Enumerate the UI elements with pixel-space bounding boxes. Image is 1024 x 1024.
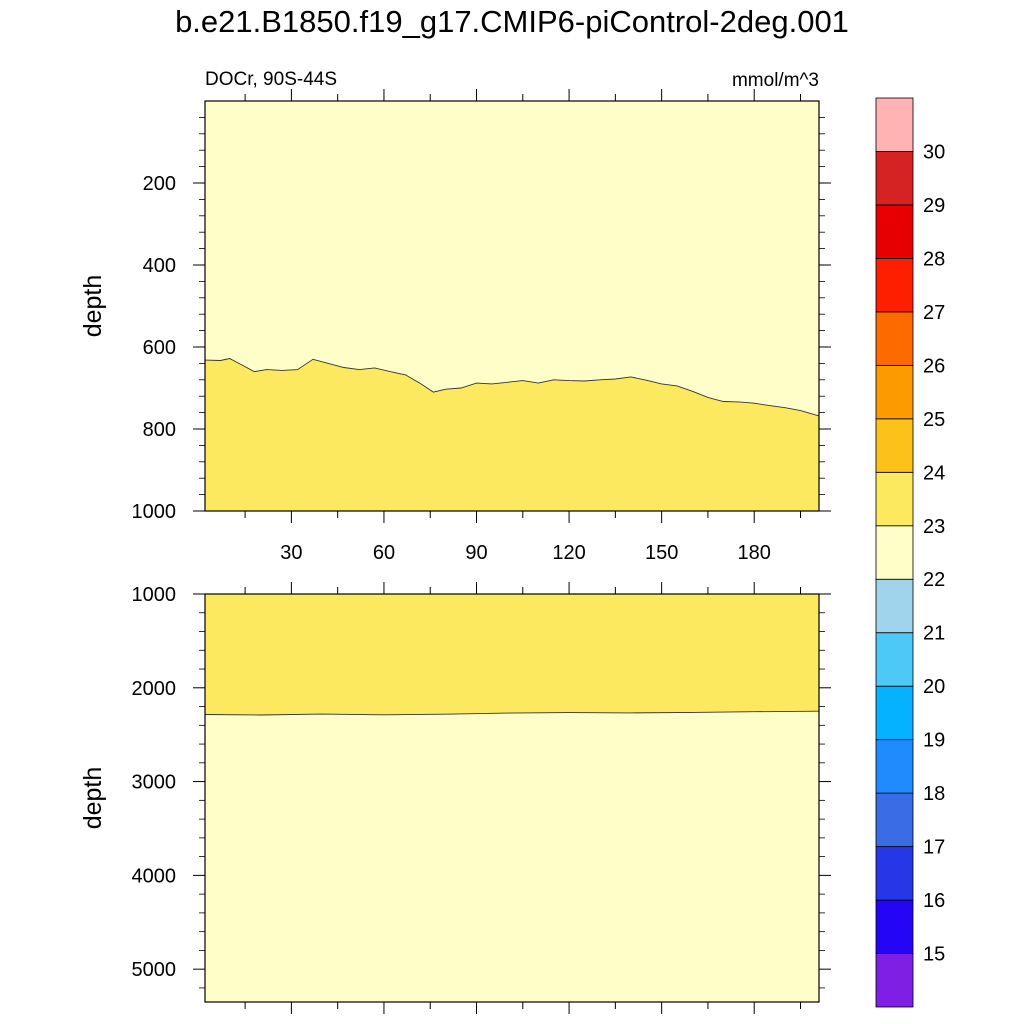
y-tick-label: 1000	[132, 584, 177, 606]
colorbar-level-label: 21	[923, 623, 945, 645]
colorbar-swatch	[875, 632, 914, 687]
y-tick-label: 5000	[132, 959, 177, 981]
colorbar-swatch	[875, 899, 914, 954]
colorbar-swatch	[875, 311, 914, 366]
y-tick-label: 400	[143, 255, 176, 277]
colorbar-level-label: 15	[923, 944, 945, 966]
x-tick-label: 180	[738, 542, 771, 564]
colorbar-swatch	[875, 364, 914, 420]
lower-panel-ticks: 1000 2000 3000 4000 5000	[132, 582, 831, 1014]
y-tick-label: 800	[143, 419, 176, 441]
y-tick-label: 4000	[132, 865, 177, 887]
lower-panel-y-axis-label: depth	[79, 767, 107, 830]
upper-panel-y-axis-label: depth	[79, 275, 107, 338]
y-tick-label: 1000	[132, 501, 177, 523]
colorbar-level-label: 22	[923, 569, 945, 591]
upper-panel-region-23-24	[205, 358, 819, 511]
colorbar-level-label: 20	[923, 676, 945, 698]
lower-panel-frame	[204, 593, 820, 1003]
colorbar-swatch	[875, 953, 914, 1008]
upper-panel-subtitle-right: mmol/m^3	[732, 70, 819, 91]
colorbar-level-label: 18	[923, 783, 945, 805]
x-tick-label: 150	[645, 542, 678, 564]
x-tick-label: 30	[280, 542, 302, 564]
lower-panel-region-23-24	[205, 594, 819, 715]
colorbar-level-label: 25	[923, 409, 945, 431]
colorbar-swatch	[875, 418, 914, 473]
y-tick-label: 600	[143, 337, 176, 359]
colorbar-level-label: 17	[923, 837, 945, 859]
upper-panel-ticks: 200 400 600 800 1000 30 60 90 120 150 180	[132, 89, 831, 564]
colorbar-level-label: 16	[923, 890, 945, 912]
colorbar-level-label: 19	[923, 730, 945, 752]
colorbar-swatch	[875, 97, 914, 152]
colorbar-level-label: 26	[923, 355, 945, 377]
x-tick-label: 90	[465, 542, 487, 564]
colorbar-swatch	[875, 471, 914, 527]
colorbar-swatch	[875, 739, 914, 794]
colorbar-swatch	[875, 525, 914, 580]
colorbar-swatch	[875, 151, 914, 206]
lower-depth-section-panel: 1000 2000 3000 4000 5000 depth	[79, 582, 831, 1014]
colorbar-level-label: 30	[923, 141, 945, 163]
y-tick-label: 3000	[132, 772, 177, 794]
colorbar-swatch	[875, 578, 914, 634]
y-tick-label: 200	[143, 173, 176, 195]
colorbar-level-label: 27	[923, 302, 945, 324]
colorbar: 15 16 17 18 19 20 21 22 23 24 25 26 27 28 29 30	[875, 97, 945, 1008]
colorbar-swatch	[875, 258, 914, 313]
colorbar-swatch	[875, 204, 914, 259]
figure-title: b.e21.B1850.f19_g17.CMIP6-piControl-2deg…	[175, 4, 849, 39]
y-tick-label: 2000	[132, 678, 177, 700]
colorbar-swatch	[875, 846, 914, 901]
x-tick-label: 60	[373, 542, 395, 564]
upper-depth-section-panel: 200 400 600 800 1000 30 60 90 120 150 180 DOCr, 90…	[79, 69, 831, 564]
upper-panel-frame	[204, 100, 820, 512]
upper-panel-subtitle-left: DOCr, 90S-44S	[205, 69, 337, 90]
colorbar-swatch	[875, 792, 914, 847]
x-tick-label: 120	[552, 542, 585, 564]
colorbar-level-label: 29	[923, 195, 945, 217]
upper-panel-contour-23	[204, 358, 820, 417]
colorbar-level-label: 23	[923, 516, 945, 538]
lower-panel-contour-23	[204, 710, 820, 716]
colorbar-level-label: 28	[923, 248, 945, 270]
colorbar-level-label: 24	[923, 462, 945, 484]
colorbar-swatch	[875, 685, 914, 741]
